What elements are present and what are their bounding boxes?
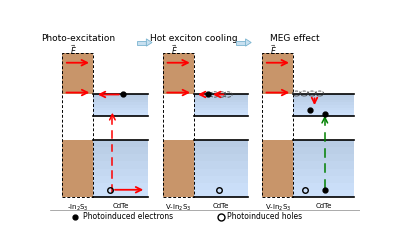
Bar bbox=[194, 147, 248, 154]
Bar bbox=[94, 108, 148, 110]
Bar bbox=[194, 97, 248, 100]
Bar bbox=[293, 190, 354, 198]
Bar bbox=[194, 105, 248, 108]
Bar bbox=[293, 162, 354, 168]
Bar bbox=[94, 97, 148, 100]
Bar bbox=[163, 140, 194, 198]
Bar bbox=[293, 140, 354, 147]
Bar bbox=[293, 183, 354, 190]
Text: Hot exciton cooling: Hot exciton cooling bbox=[150, 34, 238, 43]
Bar bbox=[94, 190, 148, 198]
Bar bbox=[293, 94, 354, 97]
Text: Photoinduced electrons: Photoinduced electrons bbox=[82, 212, 173, 221]
Bar bbox=[94, 100, 148, 102]
Bar bbox=[194, 190, 248, 198]
Bar bbox=[194, 162, 248, 168]
Text: V-In$_2$S$_3$: V-In$_2$S$_3$ bbox=[265, 203, 291, 214]
Bar bbox=[194, 140, 248, 147]
Polygon shape bbox=[146, 39, 152, 46]
Bar bbox=[163, 53, 194, 198]
Bar bbox=[62, 53, 94, 198]
Text: Photoinduced holes: Photoinduced holes bbox=[227, 212, 302, 221]
Bar bbox=[194, 176, 248, 183]
Text: $\vec{E}$: $\vec{E}$ bbox=[270, 43, 276, 57]
Bar bbox=[262, 140, 293, 198]
Bar bbox=[94, 176, 148, 183]
Bar bbox=[293, 176, 354, 183]
Text: Photo-excitation: Photo-excitation bbox=[41, 34, 115, 43]
Bar bbox=[293, 105, 354, 108]
Bar bbox=[94, 102, 148, 105]
Bar bbox=[194, 102, 248, 105]
Bar bbox=[262, 53, 293, 94]
Bar bbox=[194, 100, 248, 102]
Bar bbox=[262, 53, 293, 198]
Bar bbox=[94, 154, 148, 162]
Bar bbox=[94, 140, 148, 147]
Bar bbox=[94, 147, 148, 154]
Text: CdTe: CdTe bbox=[112, 203, 129, 209]
Bar bbox=[194, 113, 248, 116]
Bar bbox=[194, 108, 248, 110]
Text: $\vec{E}$: $\vec{E}$ bbox=[171, 43, 177, 57]
Bar bbox=[94, 168, 148, 176]
Bar bbox=[137, 40, 146, 44]
Bar bbox=[194, 94, 248, 97]
Bar bbox=[194, 154, 248, 162]
Text: MEG effect: MEG effect bbox=[270, 34, 320, 43]
Bar bbox=[236, 40, 246, 44]
Text: -In$_2$S$_3$: -In$_2$S$_3$ bbox=[67, 203, 89, 214]
Bar bbox=[94, 113, 148, 116]
Bar bbox=[194, 110, 248, 113]
Bar bbox=[94, 183, 148, 190]
Bar bbox=[62, 140, 94, 198]
Bar bbox=[293, 147, 354, 154]
Bar bbox=[293, 97, 354, 100]
Bar bbox=[62, 53, 94, 94]
Bar bbox=[94, 105, 148, 108]
Bar bbox=[293, 102, 354, 105]
Text: V-In$_2$S$_3$: V-In$_2$S$_3$ bbox=[166, 203, 192, 214]
Bar bbox=[293, 113, 354, 116]
Bar bbox=[293, 168, 354, 176]
Bar bbox=[293, 154, 354, 162]
Text: CdTe: CdTe bbox=[315, 203, 332, 209]
Bar bbox=[194, 168, 248, 176]
Bar bbox=[94, 94, 148, 97]
Bar bbox=[293, 108, 354, 110]
Bar bbox=[163, 53, 194, 94]
Bar bbox=[293, 100, 354, 102]
Bar bbox=[94, 110, 148, 113]
Bar bbox=[94, 162, 148, 168]
Text: $\vec{E}$: $\vec{E}$ bbox=[70, 43, 77, 57]
Polygon shape bbox=[246, 39, 251, 46]
Bar bbox=[194, 183, 248, 190]
Text: CdTe: CdTe bbox=[213, 203, 230, 209]
Bar bbox=[293, 110, 354, 113]
